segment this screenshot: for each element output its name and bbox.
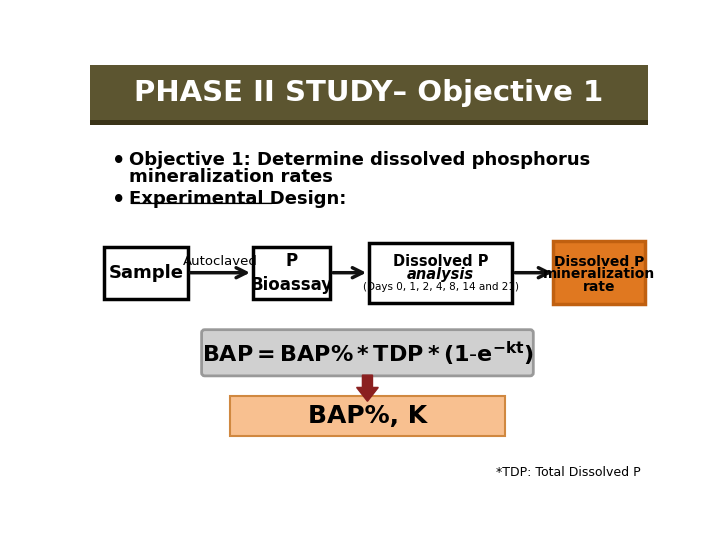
Text: PHASE II STUDY– Objective 1: PHASE II STUDY– Objective 1 xyxy=(135,79,603,107)
Text: Autoclaved: Autoclaved xyxy=(183,255,258,268)
Text: Objective 1: Determine dissolved phosphorus: Objective 1: Determine dissolved phospho… xyxy=(129,151,590,169)
Text: BAP%, K: BAP%, K xyxy=(308,404,427,428)
Text: •: • xyxy=(112,151,125,171)
Text: Experimental Design:: Experimental Design: xyxy=(129,190,346,207)
Text: (Days 0, 1, 2, 4, 8, 14 and 21): (Days 0, 1, 2, 4, 8, 14 and 21) xyxy=(363,281,518,292)
Bar xyxy=(90,125,648,481)
Text: P
Bioassay: P Bioassay xyxy=(251,252,333,294)
Bar xyxy=(554,241,645,304)
Bar xyxy=(90,120,648,125)
Bar xyxy=(369,242,513,303)
FancyBboxPatch shape xyxy=(202,330,534,376)
Text: mineralization: mineralization xyxy=(543,267,655,281)
Text: mineralization rates: mineralization rates xyxy=(129,168,333,186)
Text: rate: rate xyxy=(583,280,616,294)
Text: Dissolved P: Dissolved P xyxy=(554,255,644,269)
Text: Dissolved P: Dissolved P xyxy=(393,254,488,269)
FancyArrow shape xyxy=(356,375,378,401)
Bar xyxy=(104,247,188,299)
Text: Sample: Sample xyxy=(108,264,184,282)
Bar xyxy=(230,396,505,436)
Bar xyxy=(253,247,330,299)
Text: $\mathbf{BAP = BAP\%*TDP*(1\text{-}e^{-kt})}$: $\mathbf{BAP = BAP\%*TDP*(1\text{-}e^{-k… xyxy=(202,340,534,368)
Text: •: • xyxy=(112,190,125,210)
Text: analysis: analysis xyxy=(407,267,474,282)
Text: *TDP: Total Dissolved P: *TDP: Total Dissolved P xyxy=(495,467,640,480)
Bar xyxy=(90,65,648,125)
